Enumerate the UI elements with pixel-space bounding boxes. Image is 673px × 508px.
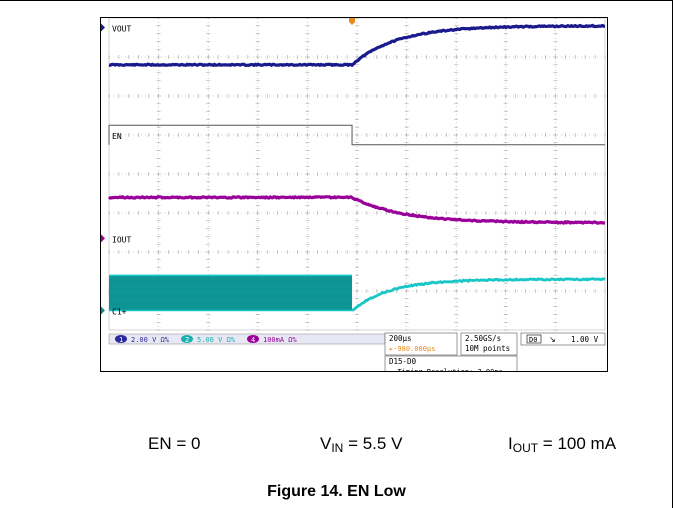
trigger-level: 1.00 V bbox=[571, 335, 599, 344]
status-channel-badge bbox=[115, 335, 127, 343]
c1-trace bbox=[351, 277, 606, 312]
condition-vin: VIN = 5.5 V bbox=[320, 434, 403, 455]
timebase-box bbox=[384, 332, 458, 356]
trigger-box bbox=[520, 332, 606, 346]
status-channel-scale: 100mA Ω% bbox=[263, 336, 298, 344]
figure-caption: Figure 14. EN Low bbox=[267, 483, 406, 500]
channel-marker bbox=[101, 234, 105, 243]
condition-en: EN = 0 bbox=[148, 434, 201, 453]
sample-rate: 2.50GS/s bbox=[465, 334, 501, 343]
trigger-slope-icon: ↘ bbox=[549, 335, 556, 344]
status-channel-scale: 5.00 V Ω% bbox=[197, 336, 236, 344]
channel-label: EN bbox=[112, 132, 122, 141]
channel-marker bbox=[101, 306, 105, 315]
record-length: 10M points bbox=[465, 344, 510, 353]
status-channel-number: 4 bbox=[251, 336, 255, 344]
timebase-value: 200µs bbox=[389, 334, 412, 343]
trigger-marker bbox=[349, 18, 356, 25]
channel-label: C1+ bbox=[112, 308, 127, 317]
status-channel-scale: 2.00 V Ω% bbox=[131, 336, 170, 344]
scope-display: VOUT EN IOUT C1+ 1 2.00 V Ω% 2 5.00 V Ω% 4 100mA … bbox=[101, 18, 606, 371]
oscilloscope-screenshot: VOUT EN IOUT C1+ 1 2.00 V Ω% 2 5.00 V Ω% 4 100mA … bbox=[100, 17, 608, 372]
condition-iout: IOUT = 100 mA bbox=[508, 434, 617, 455]
channel-label: IOUT bbox=[112, 235, 131, 244]
channel-marker bbox=[101, 23, 105, 32]
trigger-source-badge bbox=[526, 334, 542, 344]
sample-rate-box bbox=[460, 332, 518, 356]
timing-resolution: ⇛ Timing Resolution: 2.00ns bbox=[389, 368, 503, 371]
status-channel-number: 2 bbox=[185, 336, 189, 344]
digital-bus: D15-D0 bbox=[389, 357, 417, 366]
status-channel-number: 1 bbox=[119, 336, 123, 344]
offset-value: ▸-980.000µs bbox=[389, 345, 435, 353]
status-channel-badge bbox=[181, 335, 193, 343]
page-border-top bbox=[0, 0, 673, 1]
trigger-source: D0 bbox=[529, 336, 537, 344]
iout-trace bbox=[107, 195, 606, 225]
digital-bus-box bbox=[384, 355, 518, 371]
vout-trace bbox=[108, 23, 606, 67]
channel-label: VOUT bbox=[112, 25, 131, 34]
en-trace bbox=[109, 124, 605, 146]
status-channel-badge bbox=[247, 335, 259, 343]
